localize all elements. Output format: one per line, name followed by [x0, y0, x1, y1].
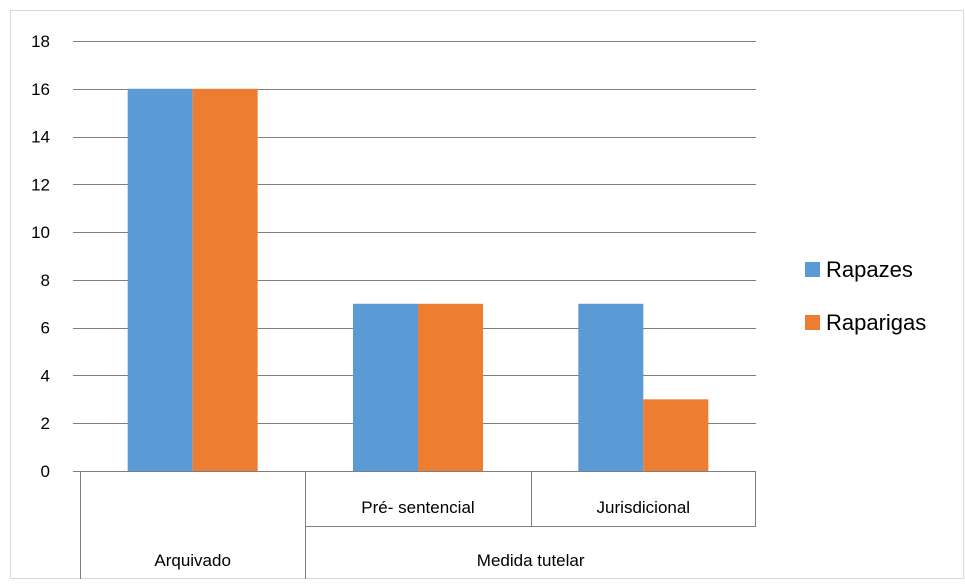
- x-group-label: Arquivado: [154, 551, 231, 570]
- y-tick-label: 8: [41, 271, 50, 290]
- y-tick-label: 18: [31, 32, 50, 51]
- bars: [127, 88, 709, 472]
- legend-label: Raparigas: [826, 310, 926, 335]
- legend-swatch-raparigas: [805, 315, 820, 330]
- legend: Rapazes Raparigas: [805, 257, 926, 335]
- bar-rapazes-1: [127, 88, 193, 472]
- y-tick-label: 10: [31, 223, 50, 242]
- x-group-label: Medida tutelar: [477, 551, 585, 570]
- y-tick-label: 14: [31, 128, 50, 147]
- axes: 0 2 4 6 8 10 12 14 16 18 Pré- sentencial Jurisdicio…: [31, 32, 756, 579]
- y-tick-label: 0: [41, 462, 50, 481]
- bar-rapazes-3: [578, 303, 644, 471]
- y-tick-label: 4: [41, 366, 50, 385]
- y-tick-label: 6: [41, 319, 50, 338]
- bar-raparigas-1: [192, 88, 258, 472]
- legend-swatch-rapazes: [805, 262, 820, 277]
- y-tick-label: 16: [31, 80, 50, 99]
- legend-label: Rapazes: [826, 257, 913, 282]
- y-tick-label: 2: [41, 414, 50, 433]
- bar-raparigas-2: [418, 303, 483, 471]
- x-tick-label: Pré- sentencial: [361, 498, 474, 517]
- x-tick-label: Jurisdicional: [597, 498, 691, 517]
- bar-raparigas-3: [643, 399, 709, 471]
- y-tick-label: 12: [31, 175, 50, 194]
- bar-rapazes-2: [353, 303, 418, 471]
